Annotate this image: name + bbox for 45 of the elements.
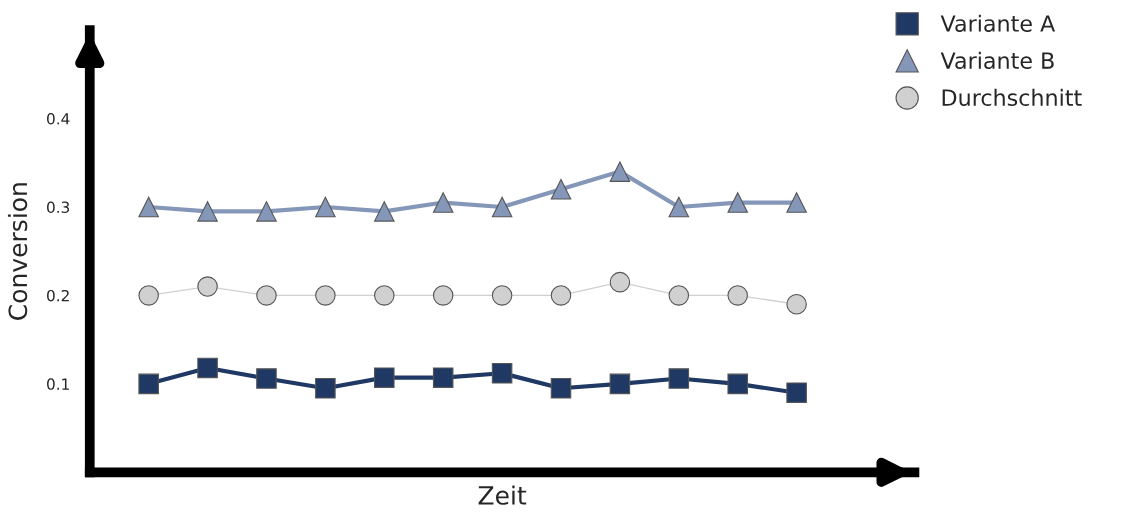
point xyxy=(374,367,395,388)
point xyxy=(727,373,748,395)
point xyxy=(668,196,690,218)
point xyxy=(256,368,277,389)
point xyxy=(256,285,277,306)
point xyxy=(609,271,631,293)
point xyxy=(491,362,513,384)
point xyxy=(550,179,572,200)
point xyxy=(786,192,807,213)
point xyxy=(786,382,807,403)
y-tick-label: 0.2 xyxy=(47,289,69,302)
point xyxy=(668,285,690,306)
point xyxy=(786,293,807,315)
y-tick-label: 0.1 xyxy=(47,378,69,390)
point xyxy=(197,357,218,379)
point xyxy=(432,367,454,388)
point xyxy=(550,377,572,399)
point xyxy=(668,368,690,389)
point xyxy=(491,196,513,218)
y-tick-label: 0.3 xyxy=(47,201,70,213)
point xyxy=(374,201,395,222)
point xyxy=(432,192,454,213)
y-tick-label: 0.4 xyxy=(47,113,70,125)
point xyxy=(138,373,159,395)
legend-label: Variante B xyxy=(940,51,1054,69)
point xyxy=(550,285,572,306)
point xyxy=(256,201,277,222)
point xyxy=(138,196,159,218)
point xyxy=(374,285,395,306)
x-axis-title: Zeit xyxy=(478,485,527,505)
legend-label: Variante A xyxy=(940,14,1056,32)
point xyxy=(315,196,336,218)
point xyxy=(197,201,218,222)
point xyxy=(432,285,454,306)
point xyxy=(609,373,631,395)
point xyxy=(197,276,218,297)
point xyxy=(727,192,748,213)
point xyxy=(609,161,631,182)
point xyxy=(315,377,336,399)
point xyxy=(727,285,748,306)
y-axis-title: Conversion xyxy=(7,183,28,320)
point xyxy=(138,285,159,306)
point xyxy=(491,285,513,306)
point xyxy=(315,285,336,306)
legend-label: Durchschnitt xyxy=(942,88,1082,107)
